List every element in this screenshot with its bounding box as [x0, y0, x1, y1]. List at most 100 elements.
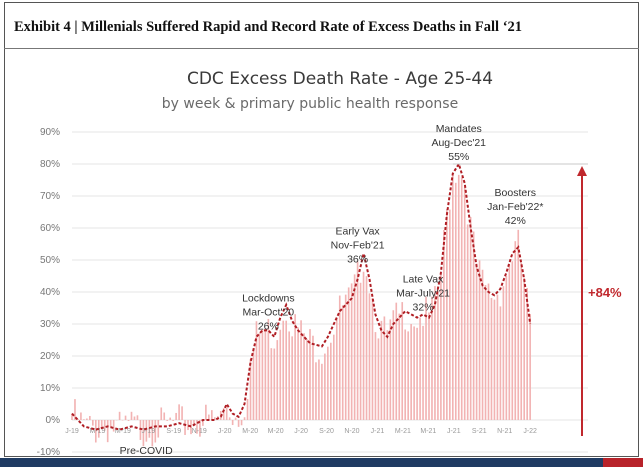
- weekly-bar: [246, 399, 249, 420]
- weekly-bar: [457, 174, 460, 420]
- weekly-bar: [184, 420, 186, 435]
- x-tick-label: J-20: [218, 428, 232, 435]
- weekly-bar: [288, 331, 290, 420]
- annotation-text: Nov-Feb'21: [331, 239, 385, 251]
- x-tick-label: J-19: [65, 428, 79, 435]
- x-tick-label: M-19: [115, 428, 131, 435]
- weekly-bar: [437, 286, 439, 420]
- weekly-bar: [318, 359, 320, 420]
- weekly-bar: [240, 420, 243, 426]
- annotation-text: 26%: [258, 321, 279, 333]
- weekly-bar: [166, 420, 169, 421]
- weekly-bar: [83, 419, 85, 420]
- weekly-bar: [264, 328, 267, 420]
- annotations: Lockdowns Mar-Oct'20 26% Early Vax Nov-Feb'2…: [242, 123, 543, 333]
- annotation-text: Boosters: [495, 187, 536, 199]
- weekly-bar: [422, 325, 424, 420]
- weekly-bar: [332, 334, 335, 420]
- arrow-head: [577, 166, 587, 176]
- weekly-bar: [419, 317, 421, 420]
- weekly-bar: [297, 327, 299, 420]
- weekly-bar: [124, 415, 127, 420]
- y-tick-label: 20%: [40, 351, 60, 362]
- weekly-bar: [213, 417, 216, 420]
- weekly-bar: [243, 417, 246, 420]
- annotation: Early Vax Nov-Feb'21 36%: [331, 225, 385, 265]
- weekly-bar: [187, 420, 189, 431]
- y-axis-ticks: -10% 0% 10% 20% 30% 40% 50% 60% 70% 80% 90%: [37, 127, 60, 458]
- x-tick-label: N-19: [192, 428, 207, 435]
- y-tick-label: 50%: [40, 255, 60, 266]
- weekly-bar: [291, 336, 293, 420]
- weekly-bar: [416, 327, 418, 420]
- exhibit-title: Exhibit 4 | Millenials Suffered Rapid an…: [14, 19, 523, 35]
- weekly-bar: [443, 229, 445, 420]
- annotation: Late Vax Mar-July'21 32%: [396, 273, 450, 313]
- weekly-bar: [407, 331, 409, 420]
- weekly-bar: [353, 274, 356, 420]
- weekly-bar: [347, 287, 350, 420]
- x-axis-ticks: J-19 M-19 M-19 J-19 S-19 N-19 J-20 M-20 M-20 J-20…: [65, 428, 537, 435]
- x-tick-label: M-21: [420, 428, 436, 435]
- weekly-bars: [71, 174, 531, 447]
- weekly-bar: [130, 411, 133, 420]
- weekly-bar: [86, 418, 88, 420]
- annotation: Boosters Jan-Feb'22* 42%: [487, 187, 543, 227]
- weekly-bar: [356, 261, 359, 420]
- x-tick-label: J-21: [447, 428, 461, 435]
- weekly-bar: [109, 420, 112, 428]
- weekly-bar: [508, 264, 511, 420]
- weekly-bar: [321, 363, 323, 420]
- weekly-bar: [306, 339, 308, 420]
- weekly-bar: [395, 302, 398, 420]
- weekly-bar: [460, 177, 463, 420]
- weekly-bar: [252, 348, 255, 420]
- weekly-bar: [261, 328, 264, 420]
- annotation-text: 32%: [413, 301, 434, 313]
- weekly-bar: [365, 276, 368, 420]
- weekly-bar: [300, 320, 302, 420]
- increase-arrow: [452, 163, 588, 436]
- x-tick-label: M-19: [89, 428, 105, 435]
- weekly-bar: [478, 260, 481, 420]
- annotation-text: Lockdowns: [242, 293, 295, 305]
- weekly-bar: [222, 408, 225, 420]
- weekly-bar: [428, 312, 430, 420]
- weekly-bar: [502, 286, 505, 420]
- weekly-bar: [487, 283, 490, 420]
- weekly-bar: [181, 406, 183, 420]
- weekly-bar: [80, 412, 82, 420]
- x-tick-label: S-19: [166, 428, 181, 435]
- weekly-bar: [160, 407, 163, 420]
- weekly-bar: [338, 295, 341, 420]
- weekly-bar: [127, 420, 130, 422]
- weekly-bar: [490, 297, 493, 420]
- weekly-bar: [451, 174, 454, 420]
- weekly-bar: [505, 275, 508, 420]
- annotation-text: 55%: [448, 151, 469, 163]
- weekly-bar: [112, 420, 115, 432]
- weekly-bar: [106, 420, 109, 443]
- grid-lines: [72, 131, 588, 453]
- x-tick-label: S-20: [319, 428, 334, 435]
- weekly-bar: [431, 296, 433, 420]
- footer-bar: [0, 458, 643, 467]
- weekly-bar: [526, 287, 528, 420]
- weekly-bar: [529, 313, 531, 420]
- weekly-bar: [341, 305, 344, 420]
- weekly-bar: [350, 283, 353, 420]
- weekly-bar: [377, 338, 380, 420]
- weekly-bar: [294, 314, 296, 420]
- weekly-bar: [330, 342, 332, 420]
- weekly-bar: [71, 413, 73, 420]
- weekly-bar: [100, 420, 103, 429]
- x-tick-label: J-22: [523, 428, 537, 435]
- weekly-bar: [327, 346, 329, 420]
- y-tick-label: 80%: [40, 159, 60, 170]
- weekly-bar: [276, 340, 279, 420]
- annotation-text: Late Vax: [403, 273, 444, 285]
- annotation-text: Jan-Feb'22*: [487, 201, 543, 213]
- y-tick-label: 10%: [40, 383, 60, 394]
- weekly-bar: [413, 326, 415, 420]
- weekly-bar: [89, 415, 91, 420]
